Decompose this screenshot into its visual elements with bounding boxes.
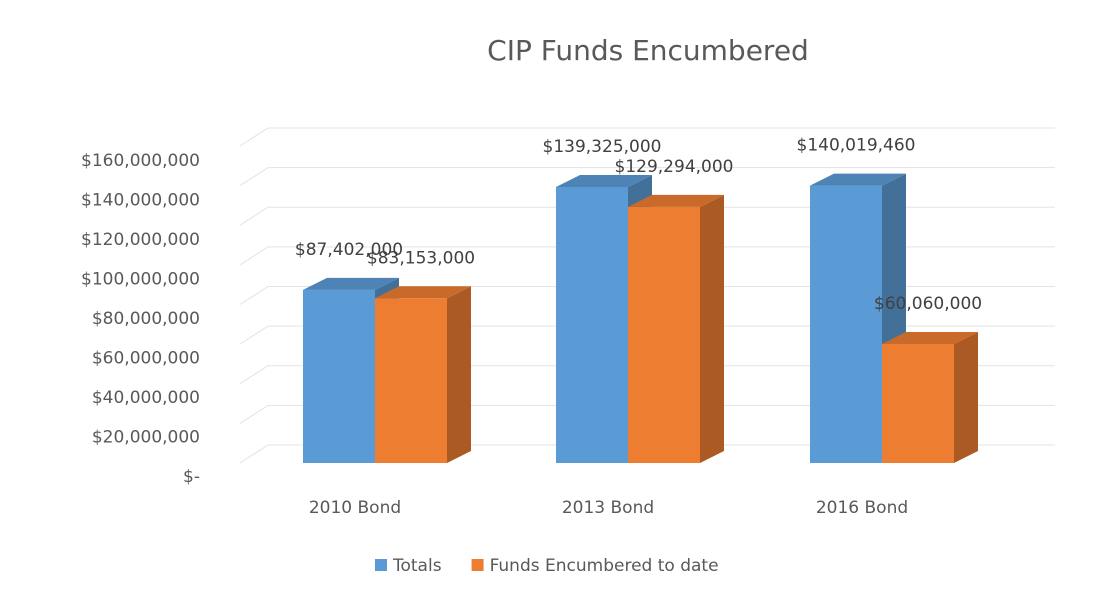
x-tick-label: 2013 Bond [562,498,654,518]
y-tick-label: $60,000,000 [92,349,200,369]
x-tick-label: 2016 Bond [816,498,908,518]
legend-label: Totals [392,556,442,576]
y-tick-label: $80,000,000 [92,309,200,329]
data-label: $140,019,460 [797,136,916,156]
data-label: $139,325,000 [543,137,662,157]
bar-top [628,194,724,207]
x-tick-label: 2010 Bond [309,498,401,518]
y-tick-label: $20,000,000 [92,428,200,448]
bar [303,289,375,463]
bar [556,186,628,463]
bar-side [447,286,471,463]
bar-side [700,194,724,464]
bar-side [954,332,978,463]
bar-top [810,173,906,186]
bar-top [882,332,978,345]
data-label: $60,060,000 [874,294,982,314]
grid-line [239,404,1055,424]
y-tick-label: $- [183,467,200,487]
bar-top [375,286,471,299]
grid-line [239,167,1055,187]
grid-line [239,127,1055,147]
bar [810,185,882,464]
y-tick-label: $140,000,000 [81,191,200,211]
data-label: $83,153,000 [367,248,475,268]
grid-line [239,246,1055,266]
bar [882,344,954,463]
bar-top [303,277,399,290]
legend-swatch [375,559,387,571]
y-tick-label: $160,000,000 [81,151,200,171]
grid-line [239,325,1055,345]
bar [375,298,447,463]
y-tick-label: $100,000,000 [81,270,200,290]
y-tick-label: $40,000,000 [92,388,200,408]
grid-line [239,444,1055,464]
legend-label: Funds Encumbered to date [490,556,719,576]
grid-line [239,286,1055,305]
legend-swatch [471,559,484,571]
chart-title: CIP Funds Encumbered [487,34,809,67]
grid-line [239,206,1055,226]
bar [628,206,700,464]
bar-top [556,174,652,187]
grid-line [239,365,1055,385]
y-tick-label: $120,000,000 [81,230,200,250]
data-label: $87,402,000 [295,240,403,260]
data-label: $129,294,000 [615,157,734,177]
